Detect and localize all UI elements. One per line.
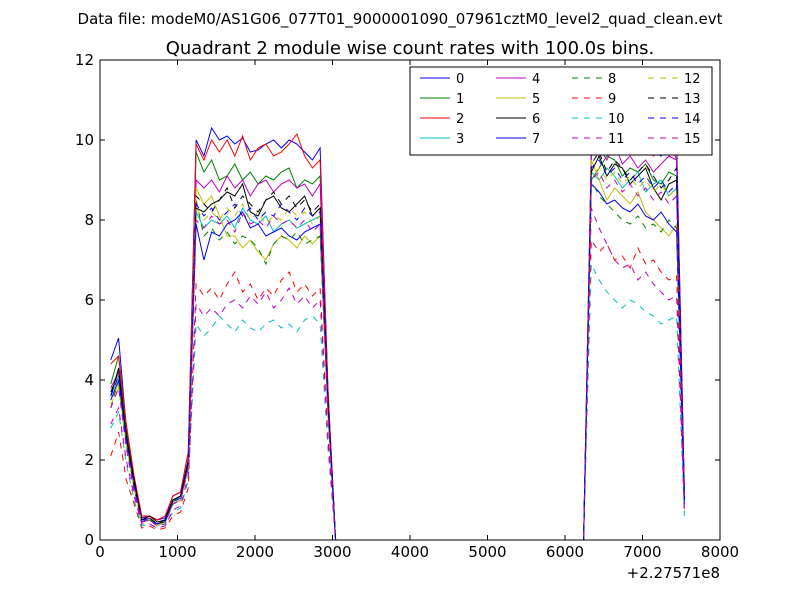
legend-label-15: 15 (684, 132, 701, 147)
series-line-11 (110, 207, 685, 541)
series-line-8 (110, 179, 685, 541)
chart-title: Quadrant 2 module wise count rates with … (166, 38, 655, 59)
legend-label-2: 2 (456, 112, 464, 127)
legend-label-14: 14 (684, 112, 701, 127)
legend-label-7: 7 (532, 132, 540, 147)
x-tick-label: 2000 (236, 543, 274, 561)
x-tick-label: 8000 (701, 543, 739, 561)
legend-label-12: 12 (684, 72, 701, 87)
legend-label-6: 6 (532, 112, 540, 127)
x-tick-label: 1000 (158, 543, 196, 561)
axes: 0 1000 2000 3000 4000 5000 6000 7000 80000246810… (75, 51, 739, 561)
y-tick-label: 8 (84, 211, 94, 229)
plot-area (110, 95, 685, 541)
legend-box (409, 66, 713, 156)
legend-label-0: 0 (456, 72, 464, 87)
x-tick-label: 4000 (391, 543, 429, 561)
legend-label-3: 3 (456, 132, 464, 147)
legend-label-9: 9 (608, 92, 616, 107)
series-line-9 (110, 238, 685, 541)
series-line-5 (110, 159, 685, 541)
legend-label-13: 13 (684, 92, 701, 107)
series-line-1 (110, 151, 685, 541)
x-tick-label: 5000 (468, 543, 506, 561)
legend-label-1: 1 (456, 92, 464, 107)
series-line-14 (110, 159, 685, 541)
series-line-2 (110, 95, 685, 541)
legend-label-10: 10 (608, 112, 625, 127)
y-tick-label: 12 (75, 51, 94, 69)
legend-label-5: 5 (532, 92, 540, 107)
series-line-0 (110, 123, 685, 541)
y-tick-label: 6 (84, 291, 94, 309)
y-tick-label: 0 (84, 531, 94, 549)
y-tick-label: 2 (84, 451, 94, 469)
x-tick-label: 0 (95, 543, 105, 561)
legend-label-11: 11 (608, 132, 625, 147)
suptitle: Data file: modeM0/AS1G06_077T01_90000010… (78, 10, 723, 29)
legend-label-8: 8 (608, 72, 616, 87)
series-line-3 (110, 167, 685, 541)
series-line-10 (110, 263, 685, 541)
series-line-13 (110, 150, 685, 541)
x-tick-label: 7000 (623, 543, 661, 561)
y-tick-label: 4 (84, 371, 94, 389)
x-tick-label: 3000 (313, 543, 351, 561)
series-line-7 (110, 182, 685, 541)
x-offset-label: +2.27571e8 (627, 564, 720, 582)
legend-label-4: 4 (532, 72, 540, 87)
series-line-12 (110, 167, 685, 541)
x-tick-label: 6000 (546, 543, 584, 561)
y-tick-label: 10 (75, 131, 94, 149)
